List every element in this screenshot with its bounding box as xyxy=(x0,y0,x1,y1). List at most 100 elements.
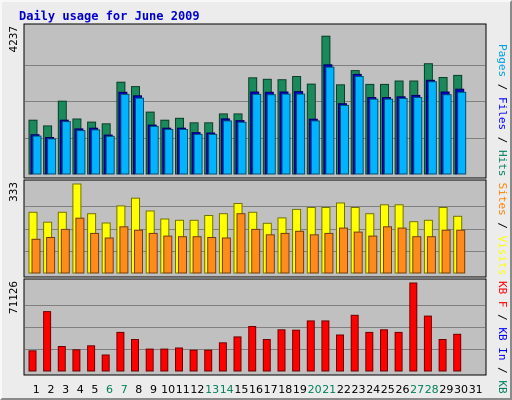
day-label-6: 6 xyxy=(106,383,113,396)
day-label-10: 10 xyxy=(161,383,175,396)
bar-kb-f-day-1 xyxy=(28,350,37,372)
bar-sites-day-13 xyxy=(207,237,217,274)
bar-kb-f-day-28 xyxy=(423,315,432,372)
legend-segment: / xyxy=(496,308,509,328)
bar-sites-day-12 xyxy=(192,236,202,274)
bar-pages-day-8 xyxy=(135,97,144,175)
day-label-23: 23 xyxy=(352,383,366,396)
bar-kb-f-day-3 xyxy=(57,346,66,372)
bar-pages-day-15 xyxy=(237,121,247,175)
legend-segment: Files xyxy=(496,97,509,130)
bar-kb-f-day-25 xyxy=(380,329,388,372)
bar-kb-f-day-12 xyxy=(189,349,198,372)
legend-segment: / xyxy=(496,216,509,236)
bar-kb-f-day-26 xyxy=(394,331,403,372)
bar-pages-day-27 xyxy=(413,97,423,175)
bar-pages-day-21 xyxy=(325,66,335,175)
bar-pages-day-17 xyxy=(266,94,276,175)
bar-pages-day-16 xyxy=(252,93,262,175)
bar-pages-day-25 xyxy=(384,98,393,175)
bar-sites-day-16 xyxy=(251,228,261,274)
bar-kb-f-day-19 xyxy=(292,329,301,372)
day-label-5: 5 xyxy=(91,383,98,396)
bar-kb-f-day-2 xyxy=(43,311,52,372)
bar-pages-day-23 xyxy=(354,76,364,175)
legend-segment: / xyxy=(496,361,509,381)
bar-sites-day-19 xyxy=(295,230,305,274)
bar-pages-day-14 xyxy=(222,120,232,175)
day-label-31: 31 xyxy=(469,383,483,396)
day-label-26: 26 xyxy=(396,383,410,396)
panel-visits-sites: 333 Sites / Visits xyxy=(7,179,509,278)
bar-kb-f-day-15 xyxy=(233,336,242,372)
bar-sites-day-28 xyxy=(426,236,436,274)
day-label-2: 2 xyxy=(48,383,55,396)
bar-sites-day-18 xyxy=(280,232,290,274)
legend-segment: KB In xyxy=(496,327,509,360)
bar-pages-day-30 xyxy=(457,91,467,175)
bar-pages-day-3 xyxy=(61,121,71,175)
bar-kb-f-day-13 xyxy=(204,349,213,372)
bar-sites-day-10 xyxy=(163,235,173,274)
day-label-11: 11 xyxy=(176,383,190,396)
panel-legend: Pages / Files / Hits xyxy=(496,44,509,177)
day-label-1: 1 xyxy=(33,383,40,396)
bar-kb-f-day-10 xyxy=(160,348,169,372)
bar-pages-day-12 xyxy=(193,133,203,175)
panel-legend: KB F / KB In / KB Out xyxy=(496,281,509,400)
bar-pages-day-26 xyxy=(398,98,408,175)
bar-pages-day-11 xyxy=(179,129,188,175)
day-label-14: 14 xyxy=(220,383,234,396)
bar-sites-day-9 xyxy=(148,232,158,274)
bar-sites-day-7 xyxy=(119,226,129,274)
panel-max-label: 71126 xyxy=(7,281,20,314)
day-label-3: 3 xyxy=(62,383,69,396)
bar-pages-day-10 xyxy=(164,129,174,175)
day-label-22: 22 xyxy=(337,383,351,396)
day-label-4: 4 xyxy=(77,383,84,396)
bar-sites-day-25 xyxy=(383,226,392,274)
day-label-30: 30 xyxy=(454,383,468,396)
bar-pages-day-24 xyxy=(369,98,379,175)
bar-pages-day-20 xyxy=(310,120,320,175)
day-label-16: 16 xyxy=(249,383,263,396)
legend-segment: Visits xyxy=(496,236,509,276)
bar-kb-f-day-24 xyxy=(365,331,374,372)
bar-kb-f-day-7 xyxy=(116,331,125,372)
day-label-15: 15 xyxy=(234,383,248,396)
bar-pages-day-9 xyxy=(149,125,159,175)
bar-pages-day-19 xyxy=(296,93,306,175)
bar-sites-day-22 xyxy=(339,227,348,274)
bar-pages-day-5 xyxy=(91,129,101,175)
bar-kb-f-day-16 xyxy=(248,326,257,372)
bar-kb-f-day-20 xyxy=(306,320,315,372)
bar-kb-f-day-17 xyxy=(262,339,271,372)
bar-kb-f-day-6 xyxy=(101,354,110,372)
legend-segment: KB Out xyxy=(496,380,509,400)
bar-sites-day-2 xyxy=(46,237,56,274)
bar-sites-day-14 xyxy=(221,237,231,274)
legend-segment: Sites xyxy=(496,183,509,216)
bar-sites-day-21 xyxy=(324,232,334,274)
bar-sites-day-11 xyxy=(178,236,187,274)
bar-kb-f-day-30 xyxy=(453,333,462,372)
day-label-29: 29 xyxy=(439,383,453,396)
legend-segment: Pages xyxy=(496,44,509,77)
bar-kb-f-day-21 xyxy=(321,320,330,372)
bar-pages-day-7 xyxy=(120,93,130,175)
day-label-8: 8 xyxy=(135,383,142,396)
legend-segment: Hits xyxy=(496,150,509,177)
bar-kb-f-day-9 xyxy=(145,348,154,372)
day-label-19: 19 xyxy=(293,383,307,396)
bar-sites-day-20 xyxy=(309,234,319,274)
bar-sites-day-29 xyxy=(441,229,451,274)
bar-sites-day-5 xyxy=(90,232,100,274)
day-label-25: 25 xyxy=(381,383,395,396)
bar-pages-day-28 xyxy=(427,81,437,175)
bar-sites-day-1 xyxy=(31,238,41,274)
bar-kb-f-day-4 xyxy=(72,349,81,372)
day-label-7: 7 xyxy=(121,383,128,396)
bar-pages-day-2 xyxy=(47,138,57,175)
legend-segment: / xyxy=(496,130,509,150)
bar-sites-day-27 xyxy=(412,236,422,274)
